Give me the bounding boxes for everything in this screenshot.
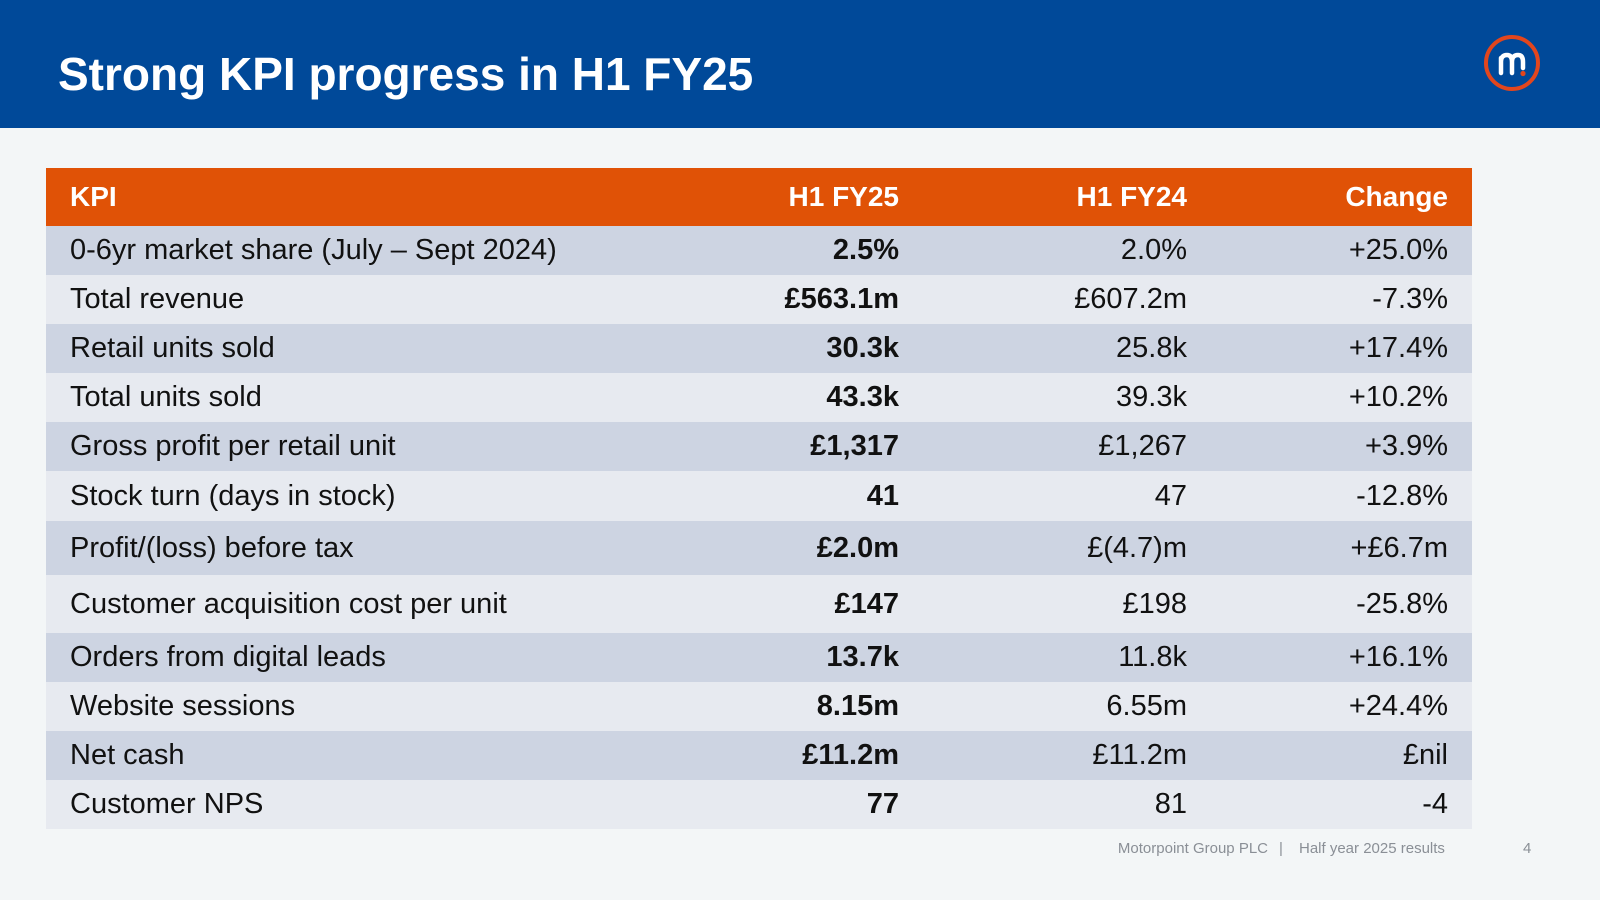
kpi-label: Orders from digital leads bbox=[70, 641, 386, 673]
column-header-h1fy25: H1 FY25 bbox=[788, 181, 900, 212]
table-row: Retail units sold 30.3k 25.8k +17.4% bbox=[46, 324, 1472, 373]
slide-title: Strong KPI progress in H1 FY25 bbox=[58, 48, 754, 100]
change-value: -12.8% bbox=[1356, 479, 1448, 512]
change-value: +16.1% bbox=[1348, 641, 1448, 673]
table-row: Customer NPS 77 81 -4 bbox=[46, 780, 1472, 829]
slide-footer: Motorpoint Group PLC | Half year 2025 re… bbox=[0, 840, 1600, 862]
table-row: Net cash £11.2m £11.2m £nil bbox=[46, 731, 1472, 780]
footer-separator: | bbox=[1279, 840, 1283, 857]
kpi-label: Website sessions bbox=[70, 690, 296, 722]
motorpoint-m-logo-icon bbox=[1484, 35, 1540, 91]
kpi-label: Total units sold bbox=[70, 381, 262, 413]
change-value: +10.2% bbox=[1348, 381, 1448, 413]
h1fy25-value: £11.2m bbox=[802, 739, 899, 771]
change-value: £nil bbox=[1402, 739, 1448, 771]
h1fy25-value: £147 bbox=[834, 587, 899, 620]
kpi-label: Customer acquisition cost per unit bbox=[70, 587, 507, 620]
kpi-label: Retail units sold bbox=[70, 332, 275, 364]
h1fy24-value: £198 bbox=[1122, 587, 1187, 620]
kpi-label: Profit/(loss) before tax bbox=[70, 531, 354, 564]
h1fy24-value: 81 bbox=[1154, 788, 1187, 820]
kpi-label: Gross profit per retail unit bbox=[70, 430, 396, 462]
h1fy25-value: £1,317 bbox=[810, 430, 899, 462]
table-row: Website sessions 8.15m 6.55m +24.4% bbox=[46, 682, 1472, 731]
h1fy25-value: 30.3k bbox=[826, 332, 899, 364]
slide-header: Strong KPI progress in H1 FY25 bbox=[0, 0, 1600, 128]
h1fy24-value: 6.55m bbox=[1106, 690, 1187, 722]
h1fy25-value: £563.1m bbox=[784, 283, 900, 315]
table-row: Orders from digital leads 13.7k 11.8k +1… bbox=[46, 633, 1472, 682]
change-value: -25.8% bbox=[1356, 587, 1448, 620]
table-row: Stock turn (days in stock) 41 47 -12.8% bbox=[46, 471, 1472, 521]
table-header-row: KPI H1 FY25 H1 FY24 Change bbox=[46, 168, 1472, 226]
table-row: Profit/(loss) before tax £2.0m £(4.7)m +… bbox=[46, 521, 1472, 575]
h1fy25-value: 77 bbox=[866, 788, 899, 820]
h1fy25-value: 41 bbox=[866, 479, 899, 512]
kpi-label: Net cash bbox=[70, 739, 185, 771]
kpi-label: Total revenue bbox=[70, 283, 245, 315]
h1fy25-value: 43.3k bbox=[826, 381, 899, 413]
table-row: Total revenue £563.1m £607.2m -7.3% bbox=[46, 275, 1472, 324]
h1fy24-value: 11.8k bbox=[1118, 641, 1187, 673]
kpi-label: 0-6yr market share (July – Sept 2024) bbox=[70, 234, 557, 266]
change-value: +25.0% bbox=[1348, 234, 1448, 266]
h1fy24-value: £11.2m bbox=[1092, 739, 1187, 771]
change-value: +3.9% bbox=[1364, 430, 1448, 462]
h1fy24-value: £(4.7)m bbox=[1087, 531, 1187, 564]
h1fy24-value: 47 bbox=[1154, 479, 1187, 512]
table-row: Gross profit per retail unit £1,317 £1,2… bbox=[46, 422, 1472, 471]
column-header-change: Change bbox=[1345, 181, 1448, 212]
h1fy24-value: 39.3k bbox=[1116, 381, 1187, 413]
h1fy25-value: 2.5% bbox=[832, 234, 899, 266]
change-value: +24.4% bbox=[1348, 690, 1448, 722]
h1fy25-value: 8.15m bbox=[816, 690, 899, 722]
table-row: 0-6yr market share (July – Sept 2024) 2.… bbox=[46, 226, 1472, 275]
column-header-h1fy24: H1 FY24 bbox=[1076, 181, 1188, 212]
change-value: -4 bbox=[1422, 788, 1448, 820]
h1fy24-value: £607.2m bbox=[1074, 283, 1187, 315]
page-number: 4 bbox=[1523, 840, 1532, 857]
change-value: +17.4% bbox=[1348, 332, 1448, 364]
kpi-table: KPI H1 FY25 H1 FY24 Change 0-6yr market … bbox=[46, 168, 1472, 829]
kpi-label: Stock turn (days in stock) bbox=[70, 479, 396, 512]
footer-company: Motorpoint Group PLC bbox=[1117, 840, 1268, 857]
kpi-label: Customer NPS bbox=[70, 788, 264, 820]
h1fy24-value: 2.0% bbox=[1120, 234, 1187, 266]
change-value: -7.3% bbox=[1372, 283, 1448, 315]
table-row: Customer acquisition cost per unit £147 … bbox=[46, 575, 1472, 633]
h1fy25-value: 13.7k bbox=[826, 641, 899, 673]
table-row: Total units sold 43.3k 39.3k +10.2% bbox=[46, 373, 1472, 422]
footer-report-title: Half year 2025 results bbox=[1299, 840, 1445, 857]
h1fy25-value: £2.0m bbox=[816, 531, 899, 564]
column-header-kpi: KPI bbox=[70, 181, 117, 212]
h1fy24-value: £1,267 bbox=[1098, 430, 1187, 462]
h1fy24-value: 25.8k bbox=[1116, 332, 1187, 364]
change-value: +£6.7m bbox=[1350, 531, 1448, 564]
